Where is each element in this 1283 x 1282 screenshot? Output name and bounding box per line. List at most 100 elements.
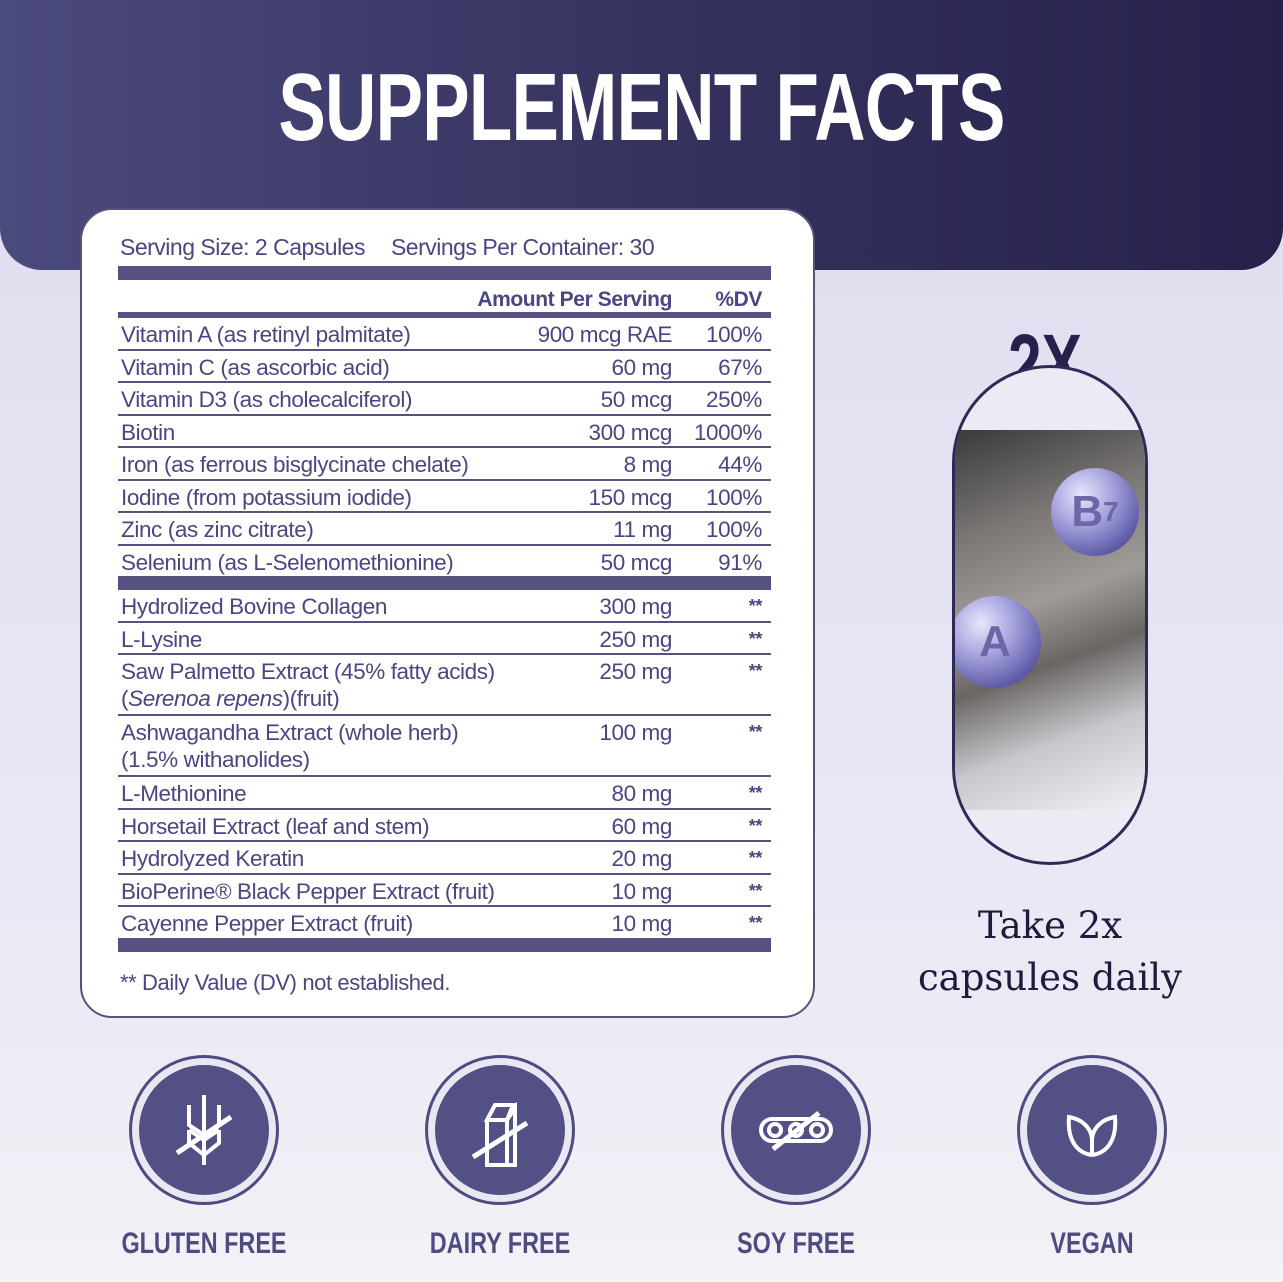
name-cell: Vitamin D3 (as cholecalciferol) bbox=[121, 386, 502, 413]
name-cell: Iron (as ferrous bisglycinate chelate) bbox=[121, 451, 502, 478]
serving-size: Serving Size: 2 Capsules bbox=[120, 234, 365, 260]
badge-label: DAIRY FREE bbox=[429, 1227, 571, 1260]
ingredient-latin-name: Serenoa repens bbox=[128, 686, 283, 711]
ingredient-name: Horsetail Extract (leaf and stem) bbox=[121, 813, 430, 839]
ingredient-name: BioPerine® Black Pepper Extract (fruit) bbox=[121, 878, 495, 904]
vitamin-a-sphere: A bbox=[955, 596, 1041, 688]
table-row: L-Lysine 250 mg ** bbox=[118, 623, 771, 655]
leaf-icon bbox=[1066, 1114, 1118, 1157]
ingredient-name: Vitamin C (as ascorbic acid) bbox=[121, 354, 390, 380]
divider bbox=[118, 937, 771, 952]
table-row: Selenium (as L-Selenomethionine) 50 mcg 91… bbox=[118, 546, 771, 578]
table-row: L-Methionine 80 mg ** bbox=[118, 777, 771, 810]
table-row: Horsetail Extract (leaf and stem) 60 mg ** bbox=[118, 810, 771, 842]
no-soy-icon bbox=[759, 1111, 833, 1151]
table-row: BioPerine® Black Pepper Extract (fruit) 1… bbox=[118, 875, 771, 907]
dv-cell: 100% bbox=[706, 484, 762, 510]
table-row: Ashwagandha Extract (whole herb) (1.5% wi… bbox=[118, 716, 771, 777]
name-cell: Iodine (from potassium iodide) bbox=[121, 484, 502, 511]
divider bbox=[118, 312, 771, 318]
sphere-subscript: 7 bbox=[1103, 496, 1119, 527]
dv-cell: 91% bbox=[718, 549, 762, 575]
dv-cell: ** bbox=[748, 815, 763, 836]
ingredient-name: Zinc (as zinc citrate) bbox=[121, 517, 314, 542]
amount-cell: 60 mg bbox=[611, 813, 672, 839]
dv-cell: ** bbox=[748, 628, 763, 649]
servings-per-container: Servings Per Container: 30 bbox=[390, 234, 655, 260]
name-cell: L-Methionine bbox=[121, 780, 502, 807]
dv-cell: ** bbox=[748, 661, 763, 681]
amount-cell: 300 mcg bbox=[588, 419, 673, 445]
ingredient-name: Biotin bbox=[121, 419, 175, 445]
table-row: Iodine (from potassium iodide) 150 mcg 100… bbox=[118, 481, 771, 513]
dosage-line: Take 2x bbox=[977, 904, 1123, 947]
badge-dairy-free: DAIRY FREE bbox=[425, 1055, 575, 1261]
ingredient-name: Hydrolized Bovine Collagen bbox=[121, 594, 388, 619]
dv-cell: ** bbox=[748, 848, 763, 868]
sphere-label: B bbox=[1071, 487, 1104, 536]
amount-cell: 250 mg bbox=[599, 659, 672, 684]
ingredient-name: Saw Palmetto Extract (45% fatty acids) bbox=[121, 659, 495, 684]
ingredient-name: L-Methionine bbox=[121, 781, 247, 806]
ingredient-name: Hydrolyzed Keratin bbox=[121, 846, 304, 871]
badge-label: SOY FREE bbox=[737, 1227, 855, 1260]
name-cell: Zinc (as zinc citrate) bbox=[121, 516, 502, 543]
table-row: Iron (as ferrous bisglycinate chelate) 8 … bbox=[118, 448, 771, 481]
badge-gluten-free: GLUTEN FREE bbox=[121, 1055, 287, 1261]
dv-header: %DV bbox=[715, 288, 762, 311]
badge-vegan: VEGAN bbox=[1017, 1055, 1167, 1261]
no-milk-icon bbox=[471, 1101, 529, 1167]
supplement-facts-panel: Serving Size: 2 Capsules Servings Per Con… bbox=[80, 208, 815, 1018]
dv-cell: 44% bbox=[718, 452, 762, 477]
divider bbox=[118, 266, 771, 280]
page-title: SUPPLEMENT FACTS bbox=[278, 54, 1005, 161]
ingredient-name: Selenium (as L-Selenomethionine) bbox=[121, 549, 454, 575]
dv-cell: ** bbox=[748, 880, 763, 901]
dv-cell: 1000% bbox=[693, 419, 762, 445]
table-row: Vitamin C (as ascorbic acid) 60 mg 67% bbox=[118, 351, 771, 383]
name-cell: Hydrolized Bovine Collagen bbox=[121, 593, 502, 620]
name-cell: Cayenne Pepper Extract (fruit) bbox=[121, 910, 502, 937]
ingredient-name: Iodine (from potassium iodide) bbox=[121, 484, 412, 510]
dv-cell: ** bbox=[748, 913, 763, 933]
name-cell: Hydrolyzed Keratin bbox=[121, 845, 502, 872]
table-row: Vitamin D3 (as cholecalciferol) 50 mcg 250… bbox=[118, 383, 771, 416]
amount-cell: 60 mg bbox=[611, 354, 672, 380]
ingredient-name: L-Lysine bbox=[121, 626, 203, 652]
divider bbox=[118, 576, 771, 590]
amount-cell: 900 mcg RAE bbox=[537, 322, 673, 347]
amount-cell: 150 mcg bbox=[588, 484, 673, 510]
ingredient-name: Cayenne Pepper Extract (fruit) bbox=[121, 911, 413, 936]
amount-cell: 8 mg bbox=[623, 452, 673, 477]
amount-cell: 11 mg bbox=[613, 517, 672, 542]
amount-cell: 50 mcg bbox=[600, 549, 673, 575]
dv-cell: 100% bbox=[706, 517, 762, 542]
amount-cell: 10 mg bbox=[611, 878, 672, 904]
ingredient-name: Vitamin A (as retinyl palmitate) bbox=[121, 322, 411, 347]
amount-header: Amount Per Serving bbox=[477, 288, 672, 311]
dv-cell: 67% bbox=[718, 354, 762, 380]
amount-cell: 10 mg bbox=[611, 911, 672, 936]
name-cell: Selenium (as L-Selenomethionine) bbox=[121, 549, 502, 576]
table-row: Hydrolyzed Keratin 20 mg ** bbox=[118, 842, 771, 875]
serving-info: Serving Size: 2 Capsules Servings Per Con… bbox=[120, 234, 655, 261]
name-cell: BioPerine® Black Pepper Extract (fruit) bbox=[121, 878, 502, 905]
dv-cell: ** bbox=[748, 596, 763, 616]
dv-cell: ** bbox=[748, 722, 763, 742]
table-row: Biotin 300 mcg 1000% bbox=[118, 416, 771, 448]
no-wheat-icon bbox=[175, 1095, 233, 1165]
name-cell: Biotin bbox=[121, 419, 502, 446]
name-cell: Ashwagandha Extract (whole herb) (1.5% wi… bbox=[121, 719, 502, 773]
table-header: Amount Per Serving %DV bbox=[118, 280, 771, 312]
ingredient-name: Ashwagandha Extract (whole herb) bbox=[121, 720, 459, 745]
dv-cell: ** bbox=[748, 783, 763, 803]
footnote: ** Daily Value (DV) not established. bbox=[120, 970, 451, 995]
dv-cell: 100% bbox=[706, 322, 762, 347]
table-row: Saw Palmetto Extract (45% fatty acids) (S… bbox=[118, 655, 771, 716]
name-cell: Vitamin C (as ascorbic acid) bbox=[121, 354, 502, 381]
table-row: Cayenne Pepper Extract (fruit) 10 mg ** bbox=[118, 907, 771, 940]
badge-label: VEGAN bbox=[1050, 1227, 1134, 1260]
sphere-label: A bbox=[979, 617, 1011, 666]
ingredient-detail: (fruit) bbox=[289, 686, 340, 711]
